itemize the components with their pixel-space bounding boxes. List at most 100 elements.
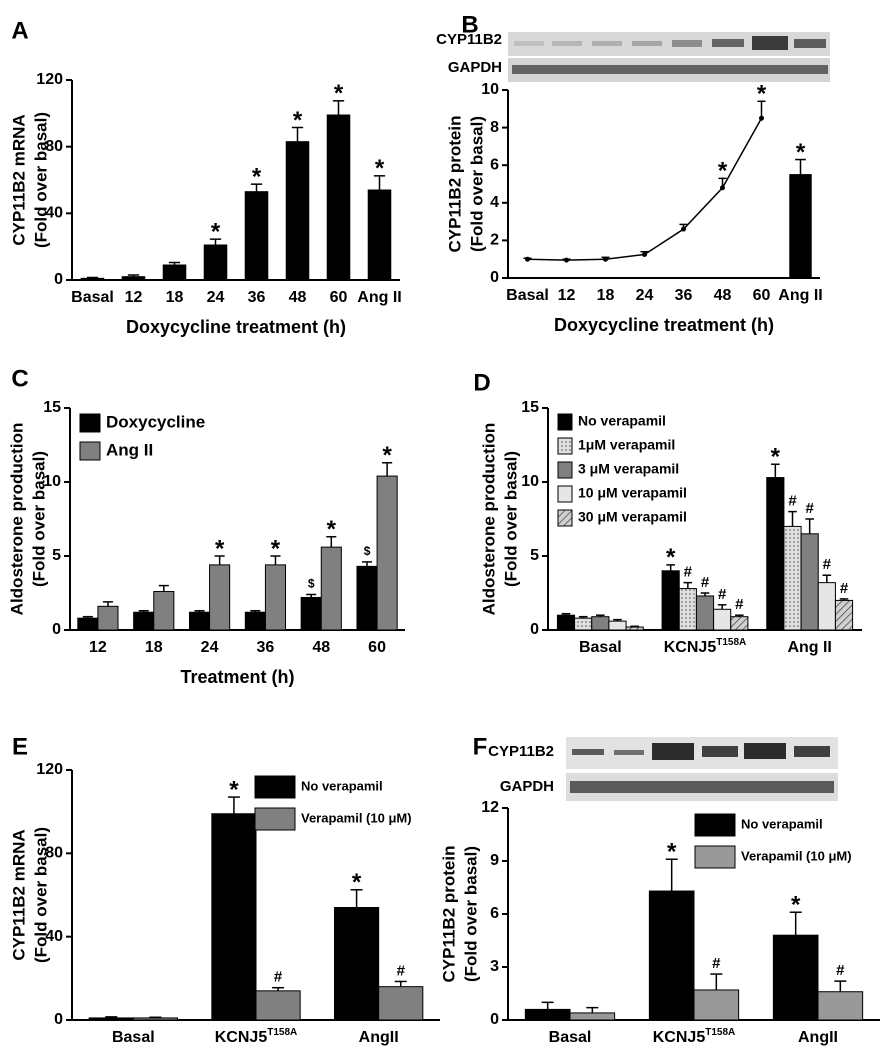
y-tick-label: 9 bbox=[490, 852, 499, 869]
y-tick-label: 120 bbox=[36, 761, 63, 778]
annotation: * bbox=[352, 869, 362, 896]
y-tick-label: 0 bbox=[54, 271, 63, 288]
y-tick-label: 40 bbox=[45, 205, 63, 222]
x-tick-label: 24 bbox=[636, 287, 654, 304]
x-tick-label: KCNJ5T158A bbox=[664, 637, 746, 657]
annotation: * bbox=[327, 516, 337, 543]
bar bbox=[209, 564, 231, 631]
y-tick-label: 3 bbox=[490, 958, 499, 975]
bar bbox=[800, 533, 819, 631]
x-tick-text: 48 bbox=[312, 639, 330, 656]
panel-letter: E bbox=[12, 733, 28, 760]
x-tick-text: KCNJ5 bbox=[215, 1029, 268, 1046]
panel-letter: C bbox=[11, 365, 28, 392]
legend-swatch bbox=[557, 485, 573, 503]
annotation: # bbox=[274, 969, 283, 986]
bar bbox=[285, 141, 310, 281]
x-tick-label: 12 bbox=[558, 287, 576, 304]
y-axis-label: (Fold over basal) bbox=[501, 451, 520, 587]
legend-swatch bbox=[79, 441, 101, 461]
legend-swatch bbox=[557, 509, 573, 527]
x-tick-text: 36 bbox=[257, 639, 275, 656]
x-tick-label: AngII bbox=[798, 1029, 838, 1046]
bar bbox=[556, 614, 576, 631]
annotation: * bbox=[271, 535, 281, 562]
annotation: $ bbox=[308, 577, 315, 591]
blot-f bbox=[566, 737, 838, 801]
x-tick-label: Ang II bbox=[787, 639, 831, 656]
x-tick-label: 60 bbox=[330, 289, 348, 306]
x-tick-label: KCNJ5T158A bbox=[215, 1027, 297, 1047]
annotation: * bbox=[382, 442, 392, 469]
bar bbox=[574, 617, 593, 631]
x-tick-text: 24 bbox=[207, 289, 225, 306]
panel-letter: D bbox=[473, 369, 490, 396]
x-tick-text: Basal bbox=[506, 287, 549, 304]
legend-label: 1μM verapamil bbox=[578, 437, 675, 453]
bar bbox=[133, 611, 155, 631]
x-tick-superscript: T158A bbox=[705, 1027, 735, 1038]
x-tick-text: 18 bbox=[166, 289, 184, 306]
x-tick-label: Basal bbox=[579, 639, 622, 656]
annotation: * bbox=[791, 892, 801, 919]
x-tick-text: Ang II bbox=[357, 289, 401, 306]
x-tick-text: Basal bbox=[112, 1029, 155, 1046]
y-tick-label: 80 bbox=[45, 138, 63, 155]
bar bbox=[77, 617, 99, 631]
y-tick-label: 10 bbox=[481, 81, 499, 98]
bar bbox=[766, 477, 785, 631]
blot-label: GAPDH bbox=[500, 778, 554, 795]
legend-label: No verapamil bbox=[301, 778, 383, 793]
bar bbox=[783, 525, 802, 631]
x-tick-label: 60 bbox=[753, 287, 771, 304]
panel-letter: B bbox=[461, 11, 478, 38]
y-tick-label: 0 bbox=[52, 621, 61, 638]
y-tick-label: 15 bbox=[43, 399, 61, 416]
x-tick-label: 48 bbox=[714, 287, 732, 304]
x-tick-label: Ang II bbox=[357, 289, 401, 306]
x-axis-label: Treatment (h) bbox=[180, 667, 294, 687]
x-tick-label: 24 bbox=[207, 289, 225, 306]
x-axis-label: Doxycycline treatment (h) bbox=[554, 315, 774, 335]
y-axis-label: CYP11B2 protein bbox=[439, 846, 458, 983]
bar bbox=[648, 890, 695, 1021]
legend-label: Verapamil (10 μM) bbox=[741, 848, 852, 863]
bar bbox=[625, 626, 644, 631]
bar bbox=[356, 565, 378, 631]
legend-label: Verapamil (10 μM) bbox=[301, 810, 412, 825]
legend-swatch bbox=[694, 845, 736, 869]
bar bbox=[300, 596, 322, 631]
x-tick-superscript: T158A bbox=[267, 1027, 297, 1038]
y-tick-label: 0 bbox=[490, 269, 499, 286]
annotation: * bbox=[215, 535, 225, 562]
blot-label: CYP11B2 bbox=[436, 31, 502, 48]
bar bbox=[80, 277, 105, 281]
annotation: # bbox=[718, 586, 727, 603]
x-tick-text: Basal bbox=[549, 1029, 592, 1046]
legend-swatch bbox=[557, 461, 573, 479]
legend-label: Ang II bbox=[106, 440, 153, 459]
x-tick-label: Basal bbox=[506, 287, 549, 304]
y-axis-label: Aldosterone production bbox=[479, 423, 498, 616]
y-tick-label: 10 bbox=[521, 473, 539, 490]
bar bbox=[244, 191, 269, 281]
y-axis-label: CYP11B2 mRNA bbox=[9, 114, 28, 245]
annotation: * bbox=[252, 164, 262, 191]
x-tick-text: 60 bbox=[753, 287, 771, 304]
x-tick-text: 12 bbox=[89, 639, 107, 656]
bar bbox=[693, 989, 740, 1021]
y-tick-label: 0 bbox=[490, 1011, 499, 1028]
line bbox=[527, 117, 763, 261]
bar bbox=[730, 616, 749, 631]
blot-label: GAPDH bbox=[448, 59, 502, 76]
bar bbox=[789, 174, 812, 279]
annotation: * bbox=[666, 544, 676, 571]
x-tick-text: 12 bbox=[125, 289, 143, 306]
legend-label: No verapamil bbox=[578, 413, 666, 429]
bar bbox=[188, 611, 211, 631]
annotation: # bbox=[684, 564, 693, 581]
x-tick-label: 48 bbox=[289, 289, 307, 306]
x-tick-text: 60 bbox=[330, 289, 348, 306]
x-tick-label: 48 bbox=[312, 639, 330, 656]
y-tick-label: 4 bbox=[490, 194, 499, 211]
